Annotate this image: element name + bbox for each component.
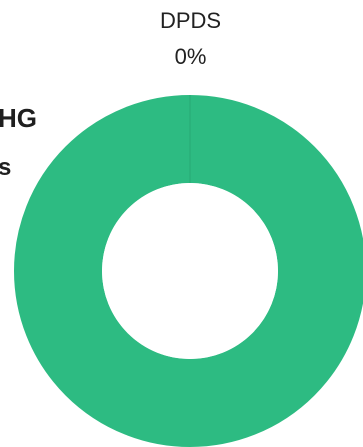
slice-percent-dpds: 0%: [174, 44, 207, 69]
donut-hole: [102, 183, 278, 359]
slice-label-dpds: DPDS: [159, 8, 222, 33]
chart-title-fragment: HG: [0, 103, 37, 133]
chart-subtitle-fragment: s: [0, 154, 12, 181]
